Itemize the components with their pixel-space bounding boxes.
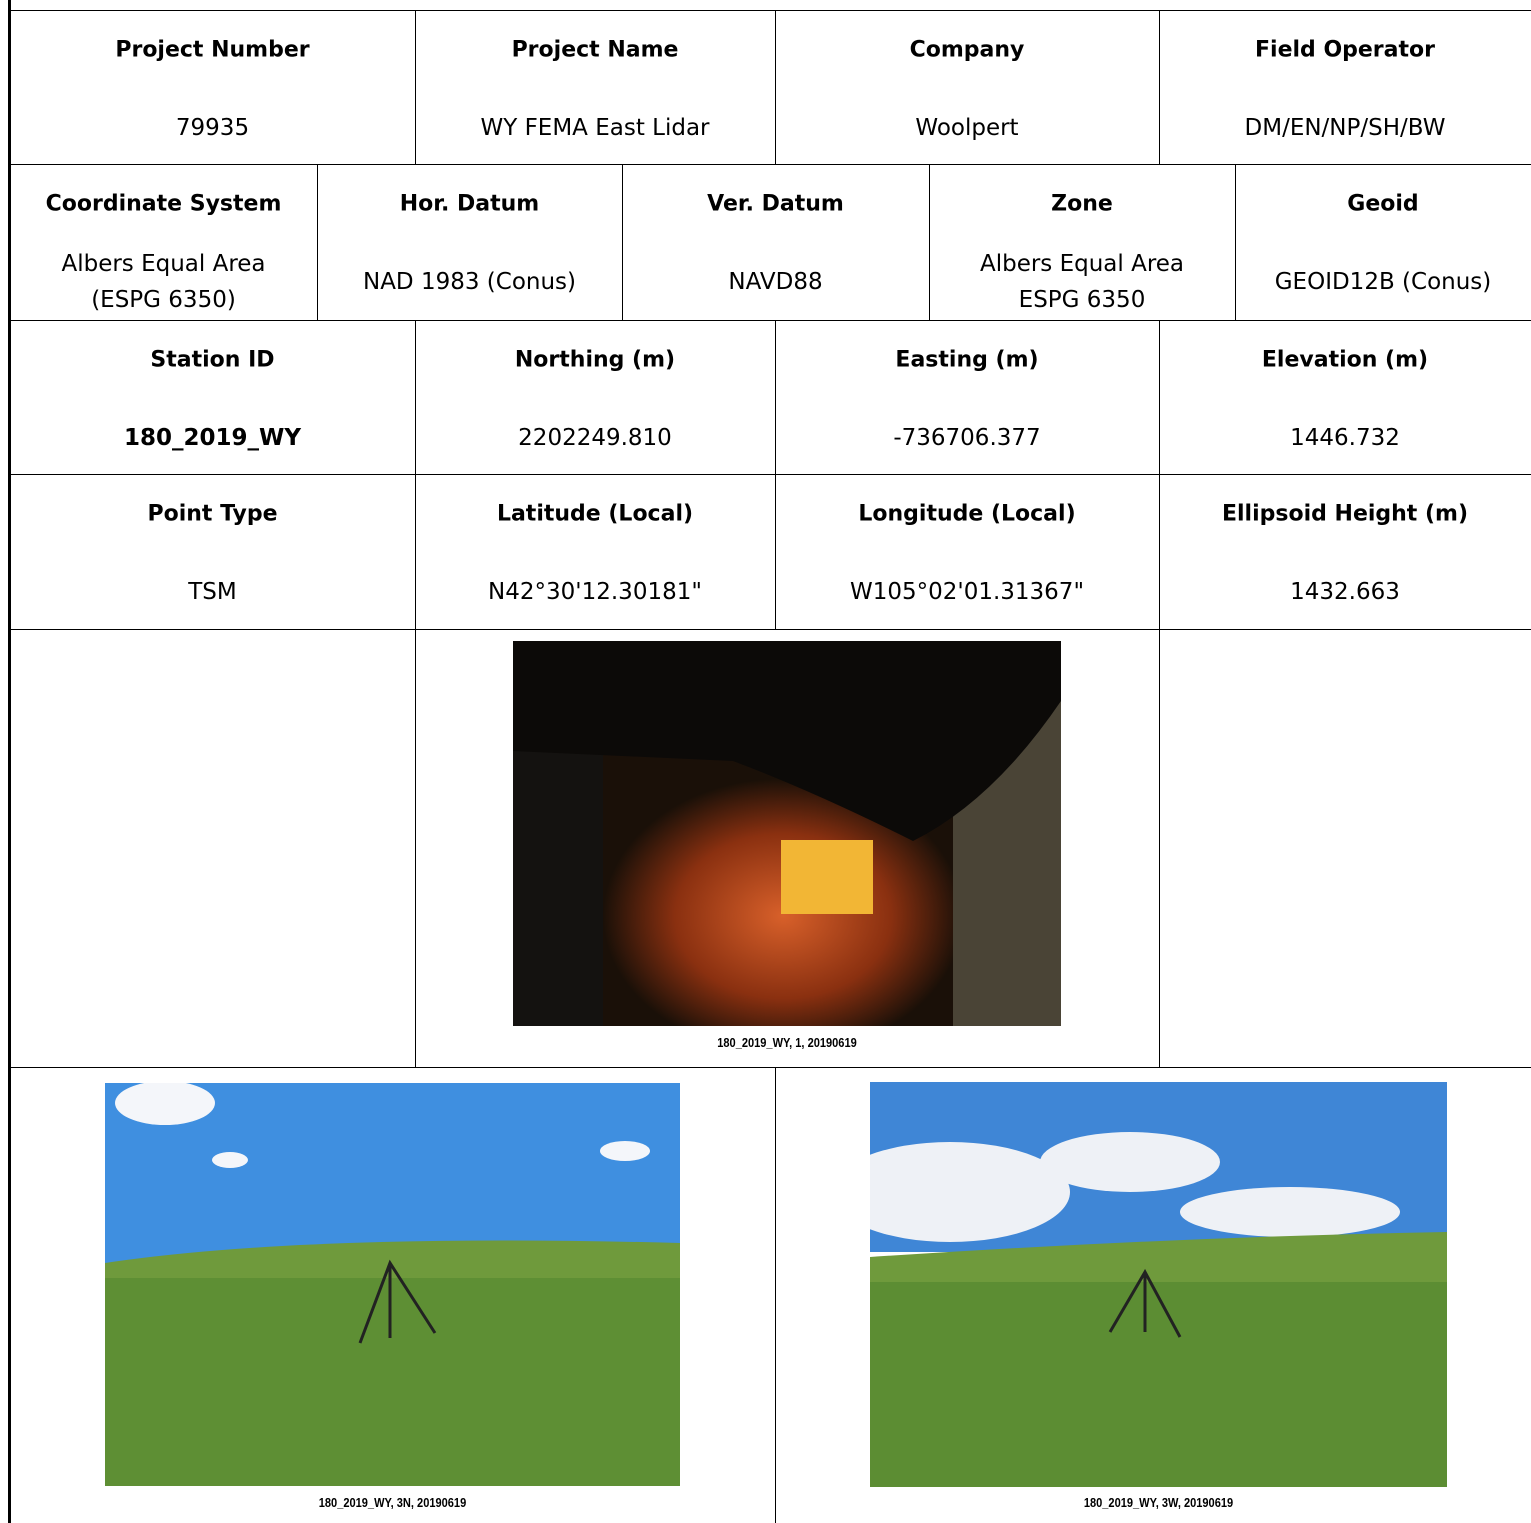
field-value: Woolpert bbox=[915, 115, 1019, 141]
border bbox=[775, 1067, 776, 1523]
field-label: Ellipsoid Height (m) bbox=[1221, 501, 1469, 527]
field-value: 1432.663 bbox=[1290, 579, 1400, 605]
photo-caption: 180_2019_WY, 3N, 20190619 bbox=[318, 1495, 467, 1510]
border bbox=[775, 474, 776, 629]
photo-west bbox=[870, 1082, 1447, 1487]
field-label: Project Name bbox=[511, 37, 679, 63]
border bbox=[1235, 164, 1236, 320]
border bbox=[10, 474, 1531, 475]
border bbox=[775, 320, 776, 474]
border bbox=[622, 164, 623, 320]
field-label: Easting (m) bbox=[895, 347, 1039, 373]
border bbox=[1159, 474, 1160, 629]
field-value: 79935 bbox=[175, 115, 250, 141]
field-label: Geoid bbox=[1347, 191, 1419, 217]
field-label: Latitude (Local) bbox=[496, 501, 694, 527]
field-value: TSM bbox=[188, 579, 237, 605]
photo-north bbox=[105, 1083, 680, 1486]
field-label: Project Number bbox=[115, 37, 310, 63]
border bbox=[8, 0, 11, 1523]
field-label: Station ID bbox=[150, 347, 275, 373]
border bbox=[10, 320, 1531, 321]
field-value: 2202249.810 bbox=[518, 425, 672, 451]
border bbox=[317, 164, 318, 320]
border bbox=[1159, 320, 1160, 474]
field-value: -736706.377 bbox=[893, 425, 1041, 451]
field-label: Company bbox=[909, 37, 1025, 63]
photo-caption: 180_2019_WY, 3W, 20190619 bbox=[1083, 1495, 1234, 1510]
border bbox=[415, 10, 416, 164]
border bbox=[415, 629, 416, 1067]
field-label: Northing (m) bbox=[514, 347, 676, 373]
photo-monument bbox=[513, 641, 1061, 1026]
field-label: Hor. Datum bbox=[399, 191, 540, 217]
field-label: Zone bbox=[1051, 191, 1113, 217]
field-value: N42°30'12.30181" bbox=[488, 579, 702, 605]
field-label: Field Operator bbox=[1255, 37, 1435, 63]
field-value: 180_2019_WY bbox=[123, 425, 302, 451]
field-value: NAD 1983 (Conus) bbox=[362, 269, 577, 295]
border bbox=[415, 320, 416, 474]
field-label: Coordinate System bbox=[45, 191, 282, 217]
field-label: Ver. Datum bbox=[707, 191, 844, 217]
field-label: Point Type bbox=[147, 501, 278, 527]
field-value: NAVD88 bbox=[728, 269, 823, 295]
border bbox=[415, 474, 416, 629]
field-label: Elevation (m) bbox=[1261, 347, 1429, 373]
border bbox=[10, 629, 1531, 630]
border bbox=[10, 10, 1531, 11]
border bbox=[10, 1067, 1531, 1068]
field-value: WY FEMA East Lidar bbox=[480, 115, 710, 141]
field-value: W105°02'01.31367" bbox=[849, 579, 1085, 605]
border bbox=[929, 164, 930, 320]
photo-caption: 180_2019_WY, 1, 20190619 bbox=[717, 1035, 857, 1050]
border bbox=[775, 10, 776, 164]
field-value: Albers Equal Area (ESPG 6350) bbox=[61, 251, 266, 313]
border bbox=[1159, 10, 1160, 164]
border bbox=[10, 164, 1531, 165]
field-label: Longitude (Local) bbox=[858, 501, 1076, 527]
field-value: DM/EN/NP/SH/BW bbox=[1244, 115, 1446, 141]
border bbox=[1159, 629, 1160, 1067]
field-value: GEOID12B (Conus) bbox=[1274, 269, 1492, 295]
field-value: Albers Equal Area ESPG 6350 bbox=[979, 251, 1185, 313]
field-value: 1446.732 bbox=[1290, 425, 1400, 451]
